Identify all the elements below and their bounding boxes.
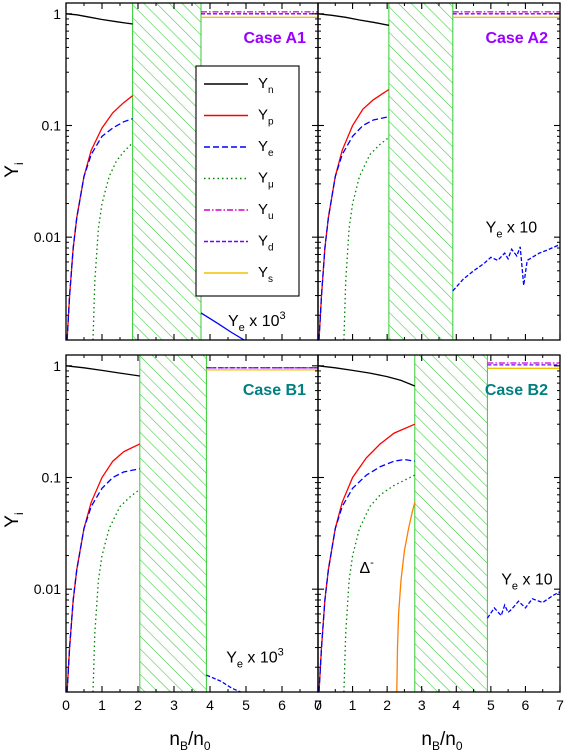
legend-label: Yp	[258, 107, 274, 128]
x-tick-label: 1	[98, 697, 106, 713]
legend-entry-e: Ye	[204, 138, 274, 159]
series-line-delta	[396, 502, 416, 692]
hatched-region	[132, 2, 202, 341]
x-tick-label: 6	[522, 697, 530, 713]
y-tick-label: 1	[53, 6, 61, 22]
series-line-mu	[92, 488, 141, 692]
hatched-region	[414, 354, 488, 693]
x-tick-label: 4	[206, 697, 214, 713]
series-annotation: Ye x 10	[486, 220, 538, 241]
legend-entry-u: Yu	[204, 201, 274, 222]
legend-entry-s: Ys	[204, 264, 273, 285]
panel-top-right: Case A2 Ye x 10	[317, 2, 561, 341]
series-line-e	[66, 118, 133, 340]
legend-entry-d: Yd	[204, 233, 274, 254]
legend: Yn Yp Ye Yμ Yu Yd Ys	[195, 65, 300, 297]
x-tick-label: 6	[278, 697, 286, 713]
legend-label: Yn	[258, 75, 274, 96]
y-axis-label-top: Yi	[2, 162, 26, 177]
legend-entry-mu: Yμ	[204, 170, 274, 191]
y-tick-label: 0.01	[34, 581, 61, 597]
legend-entry-p: Yp	[204, 107, 274, 128]
legend-label: Ys	[258, 264, 273, 285]
case-label: Case B2	[485, 382, 548, 399]
series-line-p	[318, 88, 390, 340]
x-tick-label: 0	[314, 697, 322, 713]
series-line-mu	[92, 142, 134, 340]
series-line-e	[318, 458, 415, 692]
x-tick-label: 5	[242, 697, 250, 713]
series-line-e_x1000	[206, 674, 241, 692]
series-line-n	[318, 13, 390, 26]
case-label: Case B1	[243, 382, 306, 399]
legend-label: Ye	[258, 138, 274, 159]
panel-bottom-left: 0 1 2 3 4 5 6 7 1 0.1 0.01 Case B1 Ye x 103	[34, 354, 322, 713]
x-tick-label: 5	[487, 697, 495, 713]
panel-bottom-right: 0 1 2 3 4 5 6 7 Case B2 Ye x 10 Δ-	[314, 354, 564, 713]
legend-entry-n: Yn	[204, 75, 274, 96]
x-tick-label: 0	[62, 697, 70, 713]
panel-top-left: 1 0.1 0.01 Case A1 Ye x 103	[34, 2, 319, 341]
y-tick-label: 0.01	[34, 229, 61, 245]
series-line-mu	[343, 136, 390, 340]
x-tick-label: 3	[170, 697, 178, 713]
legend-label: Yd	[258, 233, 274, 254]
series-annotation: Ye x 103	[228, 310, 286, 334]
series-annotation: Ye x 10	[501, 572, 553, 593]
series-line-e_x1000	[200, 312, 245, 340]
x-tick-label: 7	[556, 697, 564, 713]
x-tick-label: 1	[349, 697, 357, 713]
series-line-n	[318, 365, 416, 387]
y-axis-label-bottom: Yi	[2, 512, 26, 527]
series-annotation: Δ-	[359, 557, 374, 577]
series-line-e	[318, 116, 390, 340]
y-tick-label: 0.1	[42, 469, 62, 485]
series-line-n	[66, 365, 140, 377]
series-line-e	[66, 468, 140, 692]
series-line-mu	[343, 474, 416, 692]
series-line-e_x10	[452, 243, 560, 292]
y-tick-label: 0.1	[42, 117, 62, 133]
x-tick-label: 2	[383, 697, 391, 713]
x-axis-label-right: nB/n0	[421, 729, 462, 753]
x-tick-label: 3	[418, 697, 426, 713]
x-tick-label: 7	[314, 697, 322, 713]
x-axis-label-left: nB/n0	[169, 729, 210, 753]
hatched-region	[388, 2, 454, 341]
y-tick-label: 1	[53, 358, 61, 374]
legend-label: Yu	[258, 201, 274, 222]
series-line-n	[66, 13, 133, 25]
series-line-e_x10	[486, 591, 560, 619]
hatched-region	[139, 354, 207, 693]
legend-label: Yμ	[258, 170, 274, 191]
x-tick-label: 4	[452, 697, 460, 713]
series-line-p	[318, 423, 416, 692]
x-tick-label: 2	[134, 697, 142, 713]
case-label: Case A1	[243, 30, 306, 47]
series-line-p	[66, 443, 141, 692]
series-annotation: Ye x 103	[226, 647, 284, 671]
case-label: Case A2	[485, 30, 548, 47]
